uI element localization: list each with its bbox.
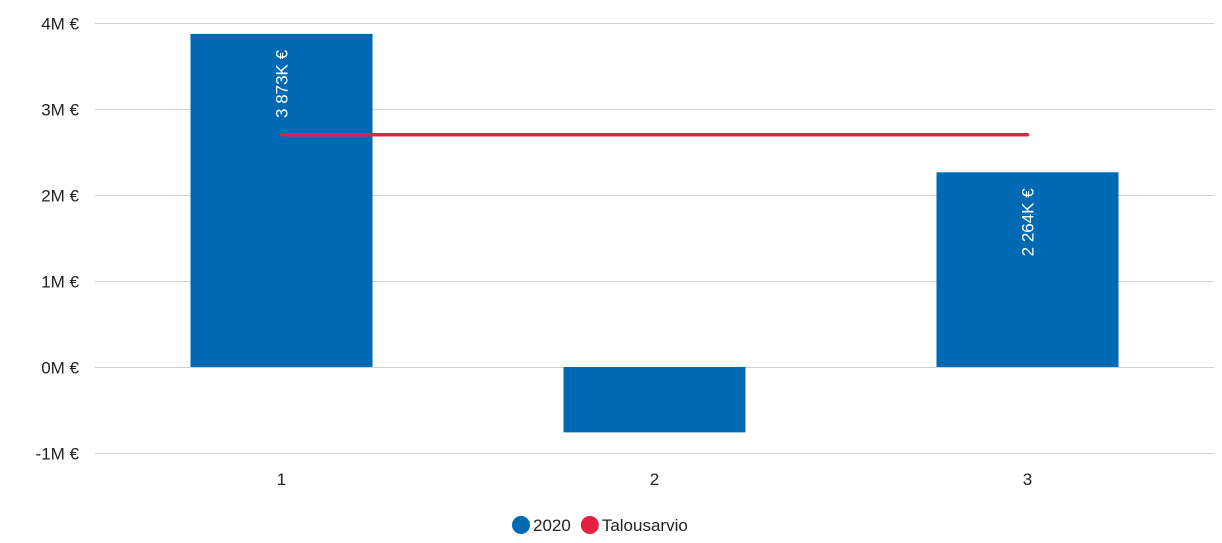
y-axis-tick-labels: 4M € 3M € 2M € 1M € 0M € -1M € <box>36 15 80 464</box>
bar-data-label: 2 264K € <box>1019 188 1038 257</box>
y-tick-label: 1M € <box>41 273 79 292</box>
legend-marker <box>512 516 530 534</box>
y-tick-label: 2M € <box>41 187 79 206</box>
legend-label: 2020 <box>533 516 571 535</box>
bar-data-label: 3 873K € <box>273 49 292 118</box>
x-tick-label: 2 <box>650 470 659 489</box>
x-tick-label: 1 <box>277 470 286 489</box>
x-tick-label: 3 <box>1023 470 1032 489</box>
y-tick-label: -1M € <box>36 445 80 464</box>
legend-label: Talousarvio <box>602 516 688 535</box>
y-tick-label: 3M € <box>41 101 79 120</box>
y-tick-label: 0M € <box>41 359 79 378</box>
bar <box>190 33 373 368</box>
bar-data-labels: 3 873K € 2 264K € <box>273 49 1038 256</box>
bars-2020 <box>190 33 1119 433</box>
bar <box>936 172 1119 367</box>
legend-marker <box>580 516 599 534</box>
legend: 2020 Talousarvio <box>512 516 688 535</box>
x-axis-tick-labels: 1 2 3 <box>277 470 1032 489</box>
y-tick-label: 4M € <box>41 15 79 34</box>
bar <box>563 367 746 433</box>
